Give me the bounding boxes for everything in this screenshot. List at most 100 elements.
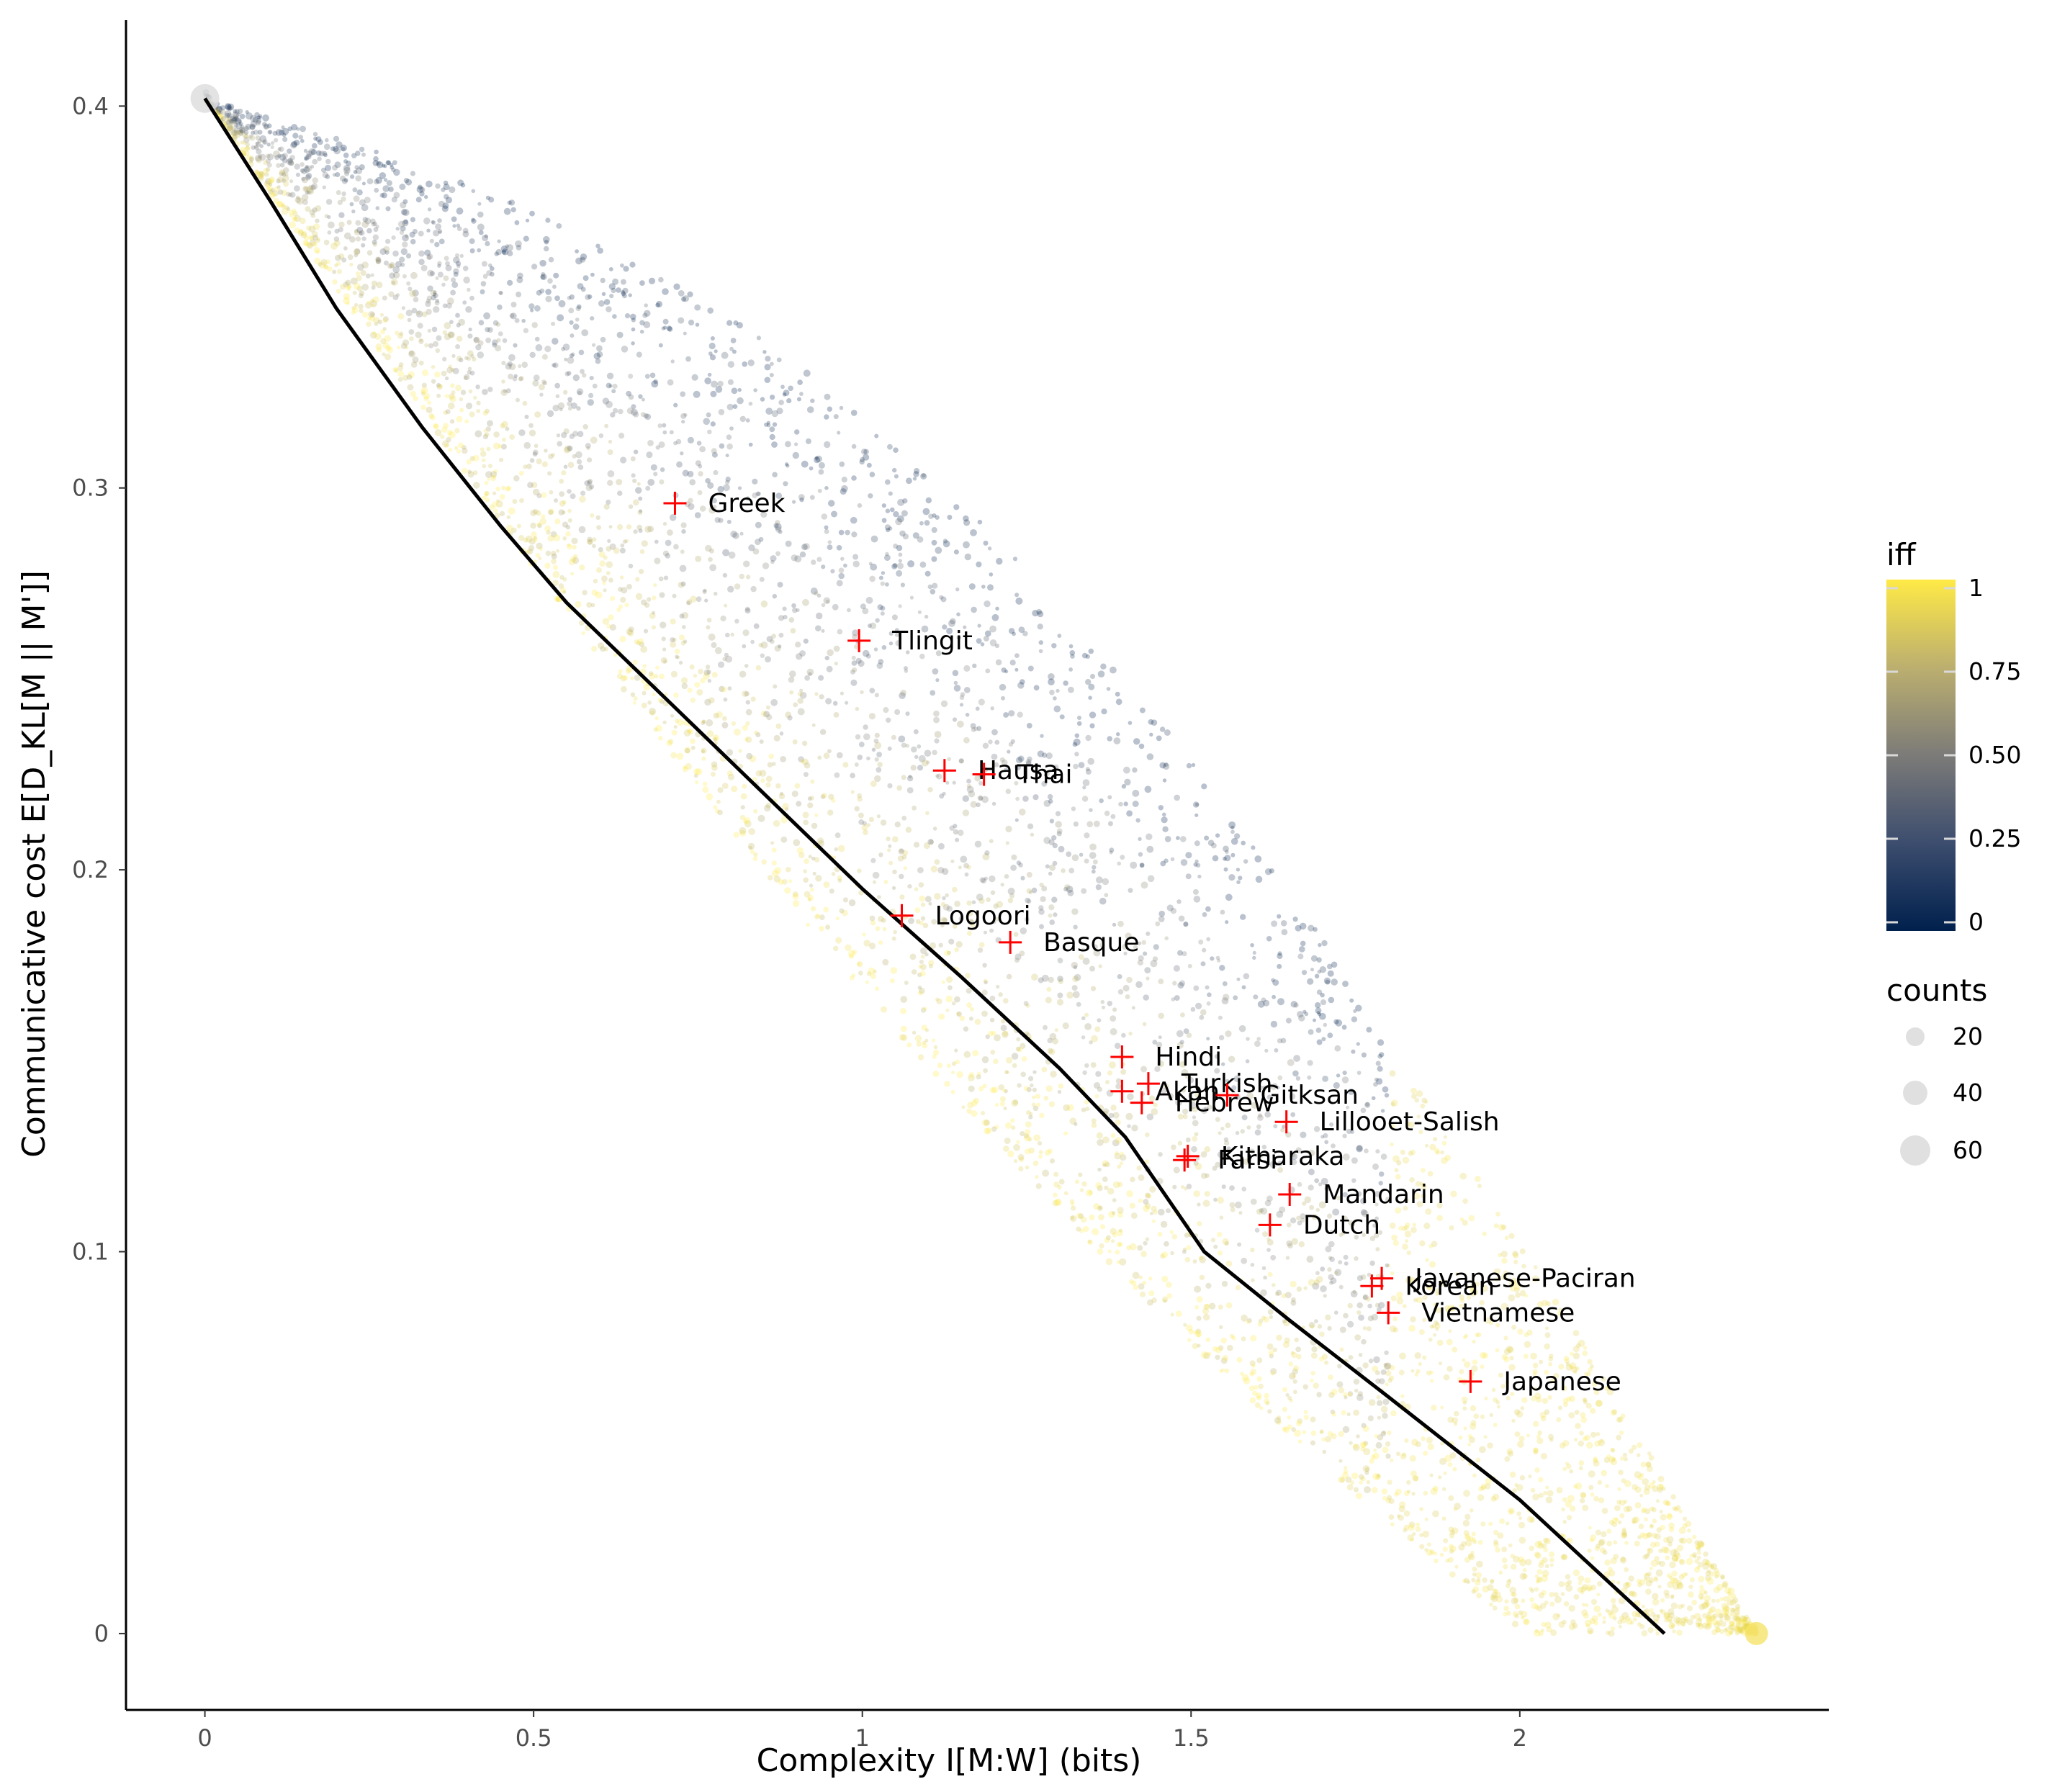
simulated-point <box>375 259 381 264</box>
simulated-point <box>1475 1333 1480 1338</box>
simulated-point <box>1342 981 1349 987</box>
simulated-point <box>690 595 697 603</box>
simulated-point <box>897 855 904 862</box>
simulated-point <box>544 525 551 532</box>
simulated-point <box>512 499 518 504</box>
simulated-point <box>548 256 554 263</box>
simulated-point <box>1303 1410 1308 1415</box>
simulated-point <box>1383 1362 1387 1367</box>
simulated-point <box>322 185 326 189</box>
simulated-point <box>1468 1536 1474 1541</box>
simulated-point <box>1048 976 1054 983</box>
simulated-point <box>892 562 898 568</box>
simulated-point <box>495 322 501 327</box>
simulated-point <box>1670 1577 1677 1585</box>
simulated-point <box>857 503 863 508</box>
simulated-point <box>1524 1332 1529 1338</box>
simulated-point <box>1493 1423 1498 1427</box>
simulated-point <box>901 1034 908 1041</box>
simulated-point <box>526 463 532 469</box>
simulated-point <box>904 669 909 673</box>
simulated-point <box>1428 1261 1436 1268</box>
simulated-point <box>327 266 333 272</box>
simulated-point <box>1014 593 1020 598</box>
simulated-point <box>1001 667 1007 673</box>
simulated-point <box>1186 1245 1192 1251</box>
simulated-point <box>1152 956 1158 962</box>
simulated-point <box>634 674 641 681</box>
simulated-point <box>924 1028 929 1032</box>
simulated-point <box>229 119 234 124</box>
simulated-point <box>1601 1508 1608 1514</box>
simulated-point <box>631 318 636 323</box>
simulated-point <box>1161 816 1168 824</box>
simulated-point <box>919 561 927 568</box>
simulated-point <box>1360 1197 1367 1205</box>
simulated-point <box>463 375 468 380</box>
simulated-point <box>289 155 295 161</box>
simulated-point <box>304 155 310 161</box>
simulated-point <box>1190 1007 1196 1012</box>
simulated-point <box>1462 1220 1468 1226</box>
simulated-point <box>1731 1628 1736 1632</box>
simulated-point <box>1723 1596 1729 1602</box>
simulated-point <box>1343 1392 1348 1397</box>
simulated-point <box>793 839 801 847</box>
simulated-point <box>606 561 613 568</box>
simulated-point <box>809 796 815 801</box>
simulated-point <box>963 519 971 526</box>
simulated-point <box>390 264 395 269</box>
simulated-point <box>1501 1257 1508 1264</box>
simulated-point <box>934 893 941 900</box>
simulated-point <box>1614 1505 1621 1512</box>
simulated-point <box>1735 1626 1740 1630</box>
simulated-point <box>1025 897 1031 904</box>
simulated-point <box>1328 996 1335 1004</box>
simulated-point <box>1558 1581 1565 1588</box>
simulated-point <box>999 1101 1005 1107</box>
simulated-point <box>958 916 964 922</box>
simulated-point <box>717 809 723 816</box>
simulated-point <box>438 200 445 207</box>
simulated-point <box>1548 1361 1553 1366</box>
simulated-point <box>924 614 929 619</box>
simulated-point <box>577 304 582 310</box>
simulated-point <box>445 409 451 415</box>
simulated-point <box>304 235 309 241</box>
simulated-point <box>633 449 639 454</box>
simulated-point <box>1513 1252 1519 1259</box>
simulated-point <box>539 518 546 525</box>
simulated-point <box>1503 1611 1508 1617</box>
simulated-point <box>1581 1583 1588 1590</box>
simulated-point <box>1200 1351 1208 1359</box>
simulated-point <box>1260 1207 1268 1215</box>
simulated-point <box>1158 1208 1165 1216</box>
simulated-point <box>1261 1144 1267 1150</box>
simulated-point <box>1387 1480 1392 1485</box>
simulated-point <box>629 261 636 268</box>
simulated-point <box>780 756 786 762</box>
simulated-point <box>589 484 595 490</box>
simulated-point <box>568 559 576 566</box>
simulated-point <box>303 148 308 153</box>
simulated-point <box>709 564 716 572</box>
simulated-point <box>1223 867 1228 872</box>
simulated-point <box>923 842 931 850</box>
simulated-point <box>1117 974 1122 979</box>
simulated-point <box>1372 1472 1380 1480</box>
simulated-point <box>1591 1615 1598 1622</box>
simulated-point <box>1363 1448 1371 1456</box>
simulated-point <box>876 662 883 669</box>
simulated-point <box>662 720 667 724</box>
simulated-point <box>1501 1354 1508 1360</box>
simulated-point <box>502 338 508 343</box>
simulated-point <box>1231 1336 1236 1341</box>
simulated-point <box>791 603 796 608</box>
simulated-point <box>1584 1577 1591 1584</box>
simulated-point <box>680 391 686 397</box>
simulated-point <box>1562 1619 1567 1625</box>
simulated-point <box>541 379 546 384</box>
simulated-point <box>636 482 641 486</box>
simulated-point <box>1146 753 1154 760</box>
simulated-point <box>1198 1255 1204 1261</box>
